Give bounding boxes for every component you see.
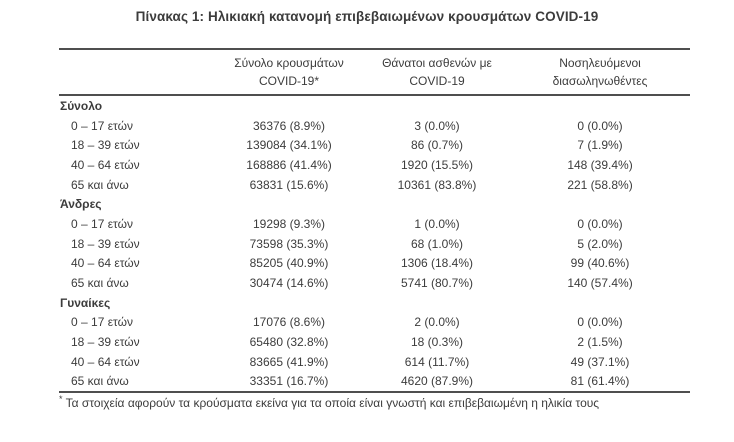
age-group-label: 65 και άνω	[71, 177, 129, 192]
intubated-value: 49 (37.1%)	[570, 354, 630, 369]
table-row: 18 – 39 ετών 73598 (35.3%) 68 (1.0%) 5 (2.0…	[59, 234, 690, 254]
intubated-value: 140 (57.4%)	[567, 276, 633, 291]
column-header-line: Θάνατοι ασθενών με	[382, 56, 492, 70]
footnote: * Τα στοιχεία αφορούν τα κρούσματα εκείν…	[59, 394, 709, 410]
intubated-value: 0 (0.0%)	[577, 315, 623, 330]
table-header-row: Σύνολο κρουσμάτων COVID-19* Θάνατοι ασθε…	[59, 48, 690, 96]
table-row: 40 – 64 ετών 85205 (40.9%) 1306 (18.4%) 99 …	[59, 254, 690, 274]
page-title: Πίνακας 1: Ηλικιακή κατανομή επιβεβαιωμέ…	[135, 9, 599, 24]
section-header-row: Σύνολο	[59, 96, 690, 116]
age-group-label: 18 – 39 ετών	[71, 236, 140, 251]
age-group-label: 0 – 17 ετών	[71, 315, 133, 330]
age-group-label: 0 – 17 ετών	[71, 118, 133, 133]
deaths-value: 1920 (15.5%)	[400, 157, 474, 172]
deaths-value: 86 (0.7%)	[410, 138, 464, 153]
intubated-value: 99 (40.6%)	[570, 256, 630, 271]
intubated-value: 0 (0.0%)	[577, 118, 623, 133]
table-row: 0 – 17 ετών 19298 (9.3%) 1 (0.0%) 0 (0.0%)	[59, 214, 690, 234]
total-cases-value: 73598 (35.3%)	[249, 236, 329, 251]
column-header-line: Νοσηλευόμενοι	[559, 56, 641, 70]
deaths-value: 18 (0.3%)	[410, 335, 464, 350]
deaths-value: 3 (0.0%)	[414, 118, 460, 133]
footnote-marker: *	[59, 394, 63, 404]
age-group-label: 40 – 64 ετών	[71, 157, 140, 172]
deaths-value: 10361 (83.8%)	[397, 177, 477, 192]
age-group-label: 40 – 64 ετών	[71, 354, 140, 369]
intubated-value: 5 (2.0%)	[577, 236, 623, 251]
intubated-value: 7 (1.9%)	[577, 138, 623, 153]
table-row: 65 και άνω 33351 (16.7%) 4620 (87.9%) 81 (6…	[59, 372, 690, 392]
deaths-value: 1 (0.0%)	[414, 216, 460, 231]
intubated-value: 81 (61.4%)	[570, 374, 630, 389]
age-group-label: 40 – 64 ετών	[71, 256, 140, 271]
section-label: Γυναίκες	[60, 295, 111, 310]
column-header-total-cases: Σύνολο κρουσμάτων COVID-19*	[214, 54, 364, 90]
intubated-value: 2 (1.5%)	[577, 335, 623, 350]
section-header-row: Άνδρες	[59, 194, 690, 214]
deaths-value: 614 (11.7%)	[404, 354, 470, 369]
column-header-line: διασωληνωθέντες	[552, 74, 648, 88]
total-cases-value: 19298 (9.3%)	[252, 216, 326, 231]
intubated-value: 0 (0.0%)	[577, 216, 623, 231]
table-row: 40 – 64 ετών 83665 (41.9%) 614 (11.7%) 49 (…	[59, 352, 690, 372]
footnote-text: Τα στοιχεία αφορούν τα κρούσματα εκείνα …	[62, 396, 600, 410]
total-cases-value: 36376 (8.9%)	[252, 118, 326, 133]
total-cases-value: 139084 (34.1%)	[246, 138, 332, 153]
deaths-value: 2 (0.0%)	[414, 315, 460, 330]
table-row: 18 – 39 ετών 139084 (34.1%) 86 (0.7%) 7 (1.…	[59, 135, 690, 155]
total-cases-value: 63831 (15.6%)	[249, 177, 329, 192]
section-label: Σύνολο	[60, 98, 103, 113]
table-row: 40 – 64 ετών 168886 (41.4%) 1920 (15.5%) 14…	[59, 155, 690, 175]
table-row: 65 και άνω 30474 (14.6%) 5741 (80.7%) 140 (…	[59, 273, 690, 293]
deaths-value: 68 (1.0%)	[410, 236, 464, 251]
total-cases-value: 83665 (41.9%)	[249, 354, 329, 369]
table-row: 65 και άνω 63831 (15.6%) 10361 (83.8%) 221 …	[59, 175, 690, 195]
age-group-label: 65 και άνω	[71, 374, 129, 389]
table-row: 0 – 17 ετών 17076 (8.6%) 2 (0.0%) 0 (0.0%)	[59, 313, 690, 333]
table-body: Σύνολο 0 – 17 ετών 36376 (8.9%) 3 (0.0%) 0 (…	[59, 96, 690, 391]
deaths-value: 5741 (80.7%)	[400, 276, 474, 291]
deaths-value: 4620 (87.9%)	[400, 374, 474, 389]
total-cases-value: 17076 (8.6%)	[252, 315, 326, 330]
total-cases-value: 30474 (14.6%)	[249, 276, 329, 291]
table-row: 18 – 39 ετών 65480 (32.8%) 18 (0.3%) 2 (1.5…	[59, 332, 690, 352]
column-header-intubated: Νοσηλευόμενοι διασωληνωθέντες	[510, 54, 690, 90]
column-header-line: Σύνολο κρουσμάτων	[234, 56, 344, 70]
table-row: 0 – 17 ετών 36376 (8.9%) 3 (0.0%) 0 (0.0%)	[59, 116, 690, 136]
section-header-row: Γυναίκες	[59, 293, 690, 313]
intubated-value: 148 (39.4%)	[567, 157, 633, 172]
total-cases-value: 33351 (16.7%)	[249, 374, 329, 389]
total-cases-value: 85205 (40.9%)	[249, 256, 329, 271]
section-label: Άνδρες	[60, 197, 102, 212]
total-cases-value: 168886 (41.4%)	[246, 157, 332, 172]
age-group-label: 18 – 39 ετών	[71, 138, 140, 153]
age-group-label: 65 και άνω	[71, 276, 129, 291]
age-group-label: 0 – 17 ετών	[71, 216, 133, 231]
age-group-label: 18 – 39 ετών	[71, 335, 140, 350]
covid-age-distribution-table: Σύνολο κρουσμάτων COVID-19* Θάνατοι ασθε…	[59, 48, 690, 394]
column-header-line: COVID-19*	[258, 74, 320, 88]
total-cases-value: 65480 (32.8%)	[249, 335, 329, 350]
intubated-value: 221 (58.8%)	[567, 177, 633, 192]
column-header-line: COVID-19	[409, 74, 465, 88]
column-header-deaths: Θάνατοι ασθενών με COVID-19	[364, 54, 510, 90]
deaths-value: 1306 (18.4%)	[400, 256, 474, 271]
